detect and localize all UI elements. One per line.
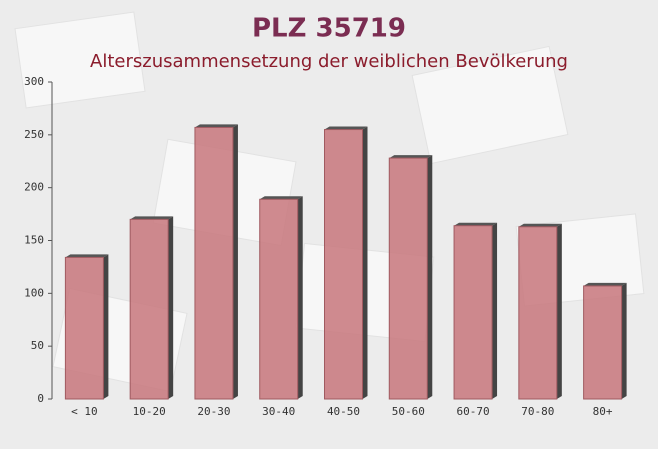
bar — [388, 157, 428, 400]
bar-side — [232, 124, 238, 399]
x-tick-label: 80+ — [593, 405, 613, 418]
bar — [583, 285, 623, 400]
bar-side — [362, 126, 368, 400]
y-tick-label: 50 — [31, 339, 44, 352]
chart-title: PLZ 35719 — [252, 14, 406, 44]
x-tick-label: 60-70 — [456, 405, 489, 418]
bar-top — [130, 216, 174, 220]
bar-top — [324, 126, 368, 130]
bar-side — [492, 222, 498, 399]
bar-side — [427, 155, 433, 399]
bar-top — [259, 196, 303, 200]
bar-top — [454, 222, 498, 226]
y-tick-label: 200 — [24, 181, 44, 194]
bar — [453, 225, 493, 400]
chart-subtitle: Alterszusammensetzung der weiblichen Bev… — [90, 51, 568, 72]
y-tick-label: 0 — [37, 392, 44, 405]
y-tick-label: 250 — [24, 128, 44, 141]
bar — [259, 198, 299, 400]
x-tick-label: 70-80 — [521, 405, 554, 418]
x-tick-label: 30-40 — [262, 405, 295, 418]
bar-side — [556, 223, 562, 399]
bar-top — [389, 155, 433, 159]
bar — [64, 256, 104, 400]
bar-top — [583, 282, 627, 286]
y-tick-label: 300 — [24, 75, 44, 88]
x-tick-label: 50-60 — [392, 405, 425, 418]
bar-side — [168, 216, 174, 399]
bar-top — [65, 254, 109, 258]
bar — [129, 218, 169, 400]
bar — [194, 126, 234, 400]
x-tick-label: 20-30 — [197, 405, 230, 418]
y-tick-label: 150 — [24, 234, 44, 247]
bar-top — [518, 223, 562, 227]
bar-side — [297, 196, 303, 399]
x-tick-label: 10-20 — [133, 405, 166, 418]
bar — [518, 226, 558, 400]
bar — [324, 129, 363, 400]
bar-side — [103, 254, 109, 399]
bar-top — [194, 124, 238, 128]
x-tick-label: 40-50 — [327, 405, 360, 418]
x-tick-label: < 10 — [71, 405, 98, 418]
bar-side — [621, 282, 627, 399]
y-tick-label: 100 — [24, 286, 44, 299]
